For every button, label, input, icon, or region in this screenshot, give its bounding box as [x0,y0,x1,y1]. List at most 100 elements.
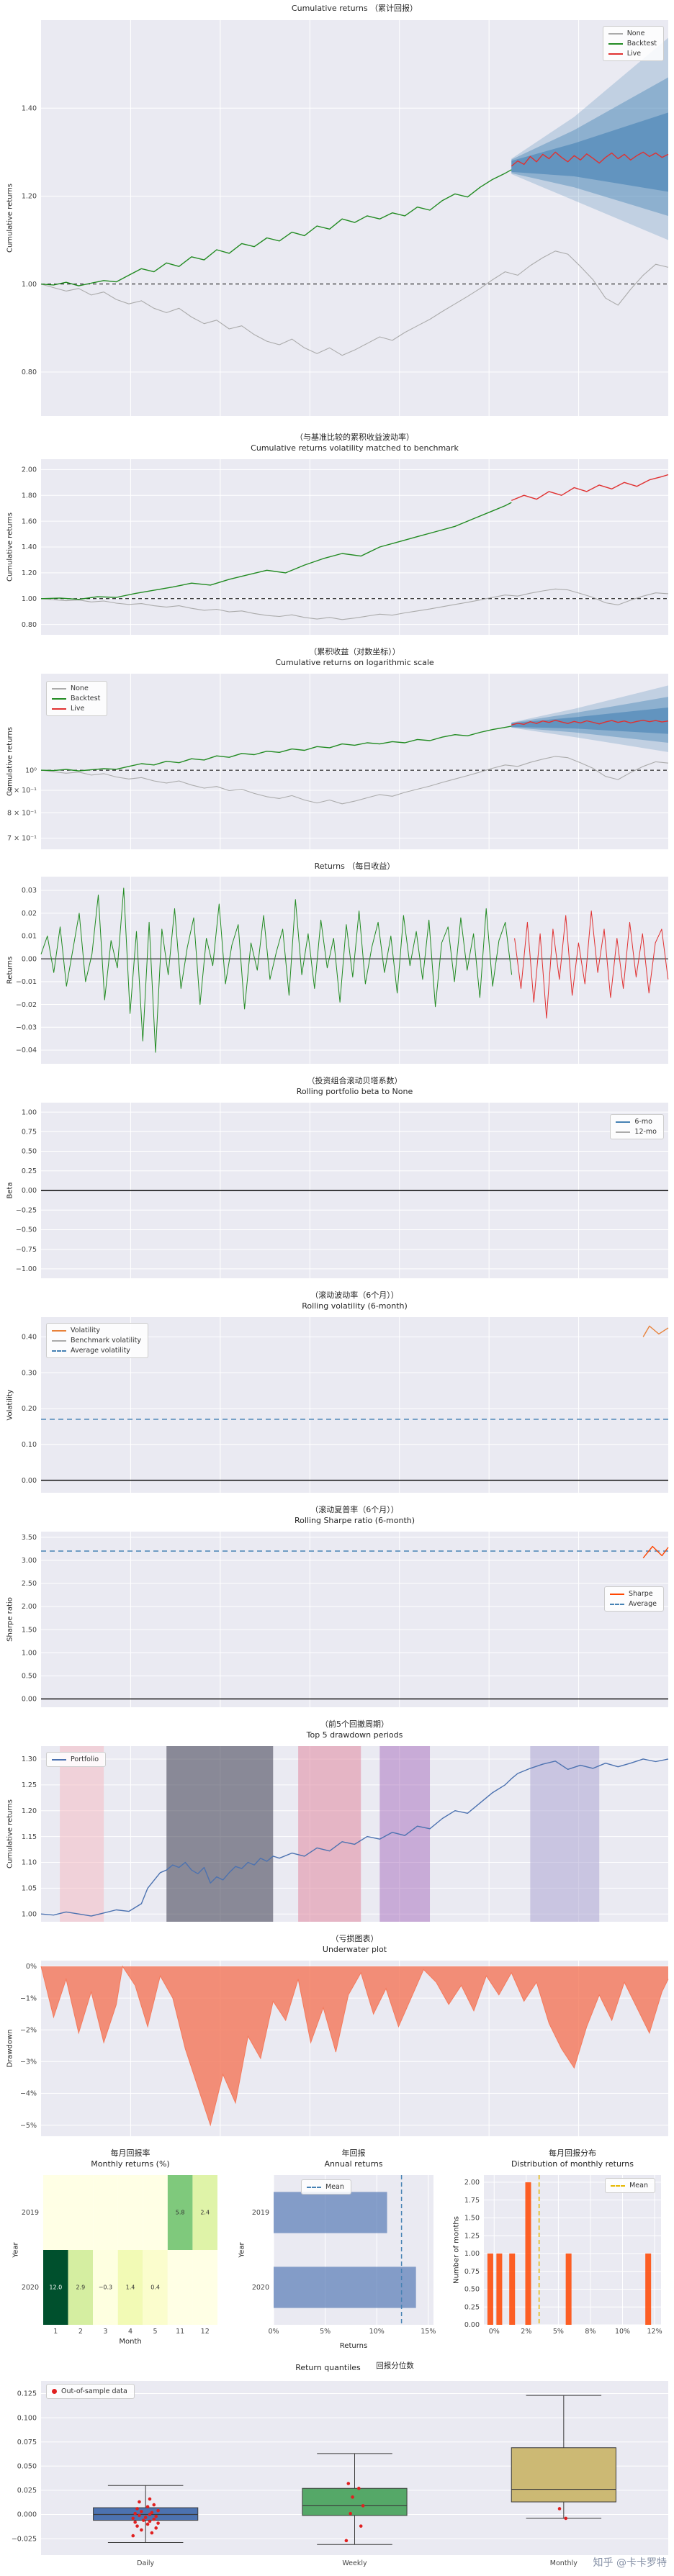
y-tick-label: 9 × 10⁻¹ [7,787,37,795]
y-tick-label: 1.05 [22,1885,37,1893]
legend-marker-dot-icon [52,2389,57,2394]
y-tick-label: 1.20 [22,569,37,577]
y-tick-label: 1.40 [22,543,37,551]
y-tick-label: 8 × 10⁻¹ [7,809,37,817]
y-tick-label: −0.75 [16,1246,37,1254]
y-tick-label: 0.20 [22,1405,37,1413]
legend-item: None [608,30,657,37]
chart-daily-returns: 0.03 0.02 0.01 0.00 −0.01 −0.02 −0.03 −0.04 Ret… [0,858,674,1072]
y-axis-label: Beta [6,1182,14,1199]
chart-rolling-volatility: 0.00 0.10 0.20 0.30 0.40 （滚动波动率（6个月）） Rollin… [0,1287,674,1501]
y-tick-label: 0.01 [22,933,37,941]
legend-marker-line-icon [307,2186,321,2188]
y-tick-label: 1.00 [22,1910,37,1918]
x-tick-label: Monthly [550,2559,578,2567]
y-tick-label: 0.10 [22,1441,37,1449]
legend-marker-line-icon [616,1121,631,1123]
heatmap-cell [68,2175,94,2250]
legend-item: Mean [307,2183,344,2191]
hist-bar [487,2253,493,2325]
x-tick-label: 5% [553,2328,564,2336]
x-tick-label: 10% [369,2328,385,2336]
legend-item: Live [608,50,657,58]
oos-dot [359,2524,363,2528]
box-Daily [93,2507,199,2521]
series-Backtest [40,726,512,772]
title-line: Rolling volatility (6-month) [302,1301,408,1311]
y-tick-label: −1% [20,1994,37,2002]
heatmap-value: 12.0 [49,2284,62,2291]
chart-cumulative-returns-log: 10⁰ 9 × 10⁻¹ 8 × 10⁻¹ 7 × 10⁻¹ （累积收益（对数坐标））… [0,643,674,858]
chart-top-drawdown-periods: 1.00 1.05 1.10 1.15 1.20 1.25 1.30 （前5个回撤周期） T… [0,1716,674,1930]
plot-area: 0.03 0.02 0.01 0.00 −0.01 −0.02 −0.03 −0.04 [16,877,669,1064]
legend-label: Backtest [71,695,101,702]
oos-dot [351,2495,354,2499]
drawdown-band [298,1746,361,1922]
oos-dot [133,2511,137,2516]
plot-area: 0.80 1.00 1.20 1.40 [22,20,669,416]
plot-area: 1.00 1.05 1.10 1.15 1.20 1.25 1.30 [22,1746,669,1922]
title-line: Rolling Sharpe ratio (6-month) [294,1516,415,1526]
y-tick-label: −0.02 [16,1001,37,1009]
x-tick-label: 5% [320,2328,331,2336]
y-tick-label: 7 × 10⁻¹ [7,835,37,843]
y-tick-label: 2020 [22,2284,39,2292]
y-tick-label: 0.80 [22,621,37,629]
title-line: （亏损图表） [331,1934,379,1943]
heatmap-value: 2.9 [76,2284,85,2291]
oos-dot [138,2500,141,2504]
y-tick-label: 0.050 [17,2463,37,2471]
legend: Volatility Benchmark volatility Average vo… [46,1323,149,1358]
title-line: Cumulative returns on logarithmic scale [275,658,434,668]
x-tick-label: 10% [615,2328,630,2336]
heatmap-value: 2.4 [200,2210,210,2216]
y-tick-label: 0.75 [22,1129,37,1136]
chart-title: （亏损图表） Underwater plot [41,1933,668,1956]
y-axis-label: Cumulative returns [6,183,14,253]
heatmap-cell [93,2175,118,2250]
series-Backtest [40,169,512,286]
oos-dot [140,2528,143,2532]
oos-dot [557,2507,562,2511]
y-tick-label: 0.100 [17,2414,37,2422]
x-tick-label: 5 [153,2328,158,2336]
x-tick-label: 2 [78,2328,83,2336]
plot-background [41,20,668,416]
oos-dot [140,2510,143,2513]
legend-marker-line-icon [611,2184,626,2187]
heatmap-cell [117,2250,143,2325]
legend-item: 12-mo [616,1128,657,1136]
legend: Mean [605,2178,655,2193]
hist-bar [645,2253,652,2325]
y-tick-label: 1.75 [464,2197,480,2205]
legend-label: Live [71,705,85,713]
oos-dot [148,2519,152,2523]
title-line: Return quantiles [295,2363,361,2372]
chart-cumulative-returns-vol-matched: 0.80 1.00 1.20 1.40 1.60 1.80 2.00 （与基准比较的累积收益… [0,429,674,643]
y-tick-label: 0.30 [22,1369,37,1377]
y-tick-label: 2.00 [22,1603,37,1611]
y-axis-label: Cumulative returns [6,512,14,582]
y-tick-label: 0.00 [22,1187,37,1195]
legend-marker-line-icon [52,1350,66,1352]
legend-label: Mean [629,2182,648,2189]
chart-title: Cumulative returns （累计回报） [41,3,668,14]
oos-dot [346,2482,351,2485]
y-tick-label: 0.00 [22,955,37,963]
y-axis-label: Drawdown [6,2029,14,2068]
y-tick-label: −0.01 [16,978,37,986]
oos-dot [156,2521,160,2525]
legend: Out-of-sample data [46,2384,135,2399]
y-tick-label: −0.025 [12,2535,37,2543]
oos-dot [154,2514,158,2518]
y-tick-label: −5% [20,2122,37,2130]
series-None [40,250,669,356]
chart-title: 每月回报分布 Distribution of monthly returns [484,2148,661,2170]
oos-dot [154,2526,158,2530]
heatmap-cell [117,2175,143,2250]
y-axis-label: Volatility [6,1389,14,1421]
oos-dot [150,2511,154,2515]
y-tick-label: 2020 [252,2284,269,2292]
oos-dot [143,2516,148,2519]
